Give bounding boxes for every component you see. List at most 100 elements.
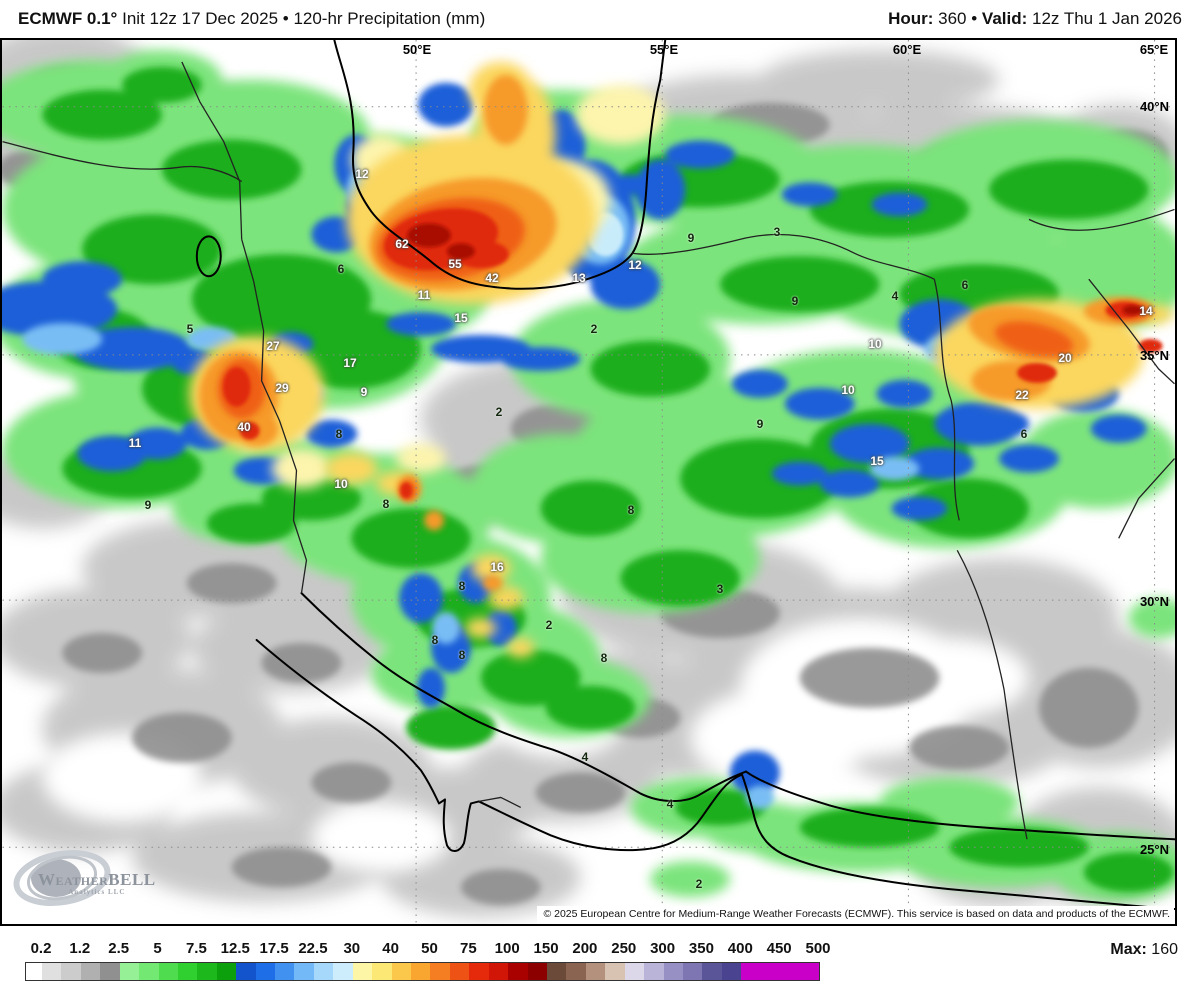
precip-value-label: 22 <box>1015 388 1029 402</box>
precip-value-label: 3 <box>716 582 724 596</box>
legend-tick: 22.5 <box>298 940 328 957</box>
legend-cell <box>799 963 819 980</box>
legend-cell <box>294 963 314 980</box>
legend-tick: 400 <box>727 940 753 957</box>
precip-value-label: 2 <box>695 877 703 891</box>
legend-tick: 7.5 <box>185 940 207 957</box>
legend-cell <box>352 963 373 980</box>
grid-label-latitude: 35°N <box>1139 347 1169 363</box>
color-scale-legend: 0.2 1.2 2.5 5 7.5 12.5 17.5 22.5 30 40 50 75 100 150 2… <box>0 938 1200 984</box>
legend-cell <box>605 963 625 980</box>
legend-cell <box>119 963 140 980</box>
legend-tick: 250 <box>611 940 637 957</box>
legend-cell <box>585 963 606 980</box>
map-area: 50°E 55°E 60°E 65°E 40°N 35°N 30°N 25°N 12 62 55… <box>0 38 1177 926</box>
precip-value-label: 12 <box>628 258 642 272</box>
precip-value-label: 2 <box>495 405 503 419</box>
legend-tick: 17.5 <box>259 940 289 957</box>
copyright-notice: © 2025 European Centre for Medium-Range … <box>537 906 1174 923</box>
precip-value-label: 8 <box>458 579 466 593</box>
weatherbell-logo-icon <box>13 850 111 906</box>
legend-cell <box>527 963 547 980</box>
legend-tick: 12.5 <box>220 940 250 957</box>
legend-cell <box>391 963 412 980</box>
legend-cell <box>177 963 198 980</box>
legend-cell <box>721 963 742 980</box>
legend-tick: 75 <box>460 940 477 957</box>
precip-value-label: 13 <box>572 271 586 285</box>
map-title: ECMWF 0.1° Init 12z 17 Dec 2025 • 120-hr… <box>18 9 485 29</box>
legend-cell <box>100 963 120 980</box>
precip-value-label: 4 <box>581 750 589 764</box>
legend-cell <box>644 963 664 980</box>
legend-cell <box>430 963 450 980</box>
legend-cell <box>333 963 353 980</box>
grid-label-longitude: 60°E <box>892 42 922 57</box>
legend-cell <box>139 963 159 980</box>
precip-value-label: 55 <box>448 257 462 271</box>
precip-value-label: 16 <box>490 560 504 574</box>
precip-value-label: 8 <box>600 651 608 665</box>
legend-cell <box>61 963 81 980</box>
grid-label-longitude: 50°E <box>402 42 432 57</box>
precip-value-label: 8 <box>382 497 390 511</box>
precip-value-label: 27 <box>266 339 280 353</box>
precip-value-label: 8 <box>627 503 635 517</box>
precip-value-label: 11 <box>128 436 142 450</box>
precipitation-map <box>2 40 1175 924</box>
precip-value-label: 9 <box>791 294 799 308</box>
precip-value-label: 10 <box>868 337 882 351</box>
precip-value-label: 11 <box>417 288 431 302</box>
legend-cell <box>26 963 42 980</box>
legend-cell <box>508 963 528 980</box>
legend-tick: 500 <box>805 940 831 957</box>
map-header: ECMWF 0.1° Init 12z 17 Dec 2025 • 120-hr… <box>0 0 1200 38</box>
legend-tick: 30 <box>343 940 361 957</box>
precip-value-label: 8 <box>335 427 343 441</box>
legend-cell <box>372 963 392 980</box>
precip-value-label: 2 <box>590 322 598 336</box>
legend-tick: 50 <box>421 940 438 957</box>
model-name: ECMWF 0.1° <box>18 9 118 28</box>
legend-tick: 2.5 <box>108 940 130 957</box>
legend-cell <box>42 963 62 980</box>
precip-value-label: 15 <box>870 454 884 468</box>
legend-cell <box>546 963 567 980</box>
precip-value-label: 4 <box>891 289 899 303</box>
precip-value-label: 5 <box>186 322 194 336</box>
precip-value-label: 8 <box>431 633 439 647</box>
legend-cell <box>624 963 645 980</box>
legend-cell <box>741 963 761 980</box>
grid-label-latitude: 40°N <box>1139 98 1169 114</box>
legend-cell <box>313 963 334 980</box>
valid-time: Hour: 360 • Valid: 12z Thu 1 Jan 2026 <box>888 9 1182 28</box>
precip-value-label: 20 <box>1058 351 1072 365</box>
legend-cell <box>158 963 178 980</box>
precip-value-label: 12 <box>355 167 369 181</box>
precip-value-label: 10 <box>841 383 855 397</box>
legend-tick: 100 <box>494 940 520 957</box>
grid-label-latitude: 30°N <box>1139 593 1169 609</box>
grid-label-latitude: 25°N <box>1139 841 1169 857</box>
legend-tick: 40 <box>382 940 399 957</box>
legend-tick: 5 <box>153 940 162 957</box>
legend-tick: 0.2 <box>30 940 52 957</box>
legend-colorbar <box>25 962 820 981</box>
precip-value-label: 9 <box>756 417 764 431</box>
legend-cell <box>566 963 586 980</box>
legend-cell <box>469 963 489 980</box>
grid-label-longitude: 55°E <box>649 42 679 57</box>
legend-cell <box>663 963 683 980</box>
precip-value-label: 8 <box>458 648 466 662</box>
legend-cell <box>488 963 509 980</box>
legend-tick: 200 <box>572 940 598 957</box>
precip-value-label: 14 <box>1139 304 1153 318</box>
precip-value-label: 6 <box>337 262 345 276</box>
precip-value-label: 15 <box>454 311 468 325</box>
precip-value-label: 17 <box>343 356 357 370</box>
max-value-readout: Max: 160 <box>1110 941 1178 958</box>
legend-cell <box>216 963 237 980</box>
legend-cell <box>780 963 800 980</box>
legend-tick: 450 <box>766 940 792 957</box>
map-subtitle: Init 12z 17 Dec 2025 • 120-hr Precipitat… <box>122 9 486 28</box>
